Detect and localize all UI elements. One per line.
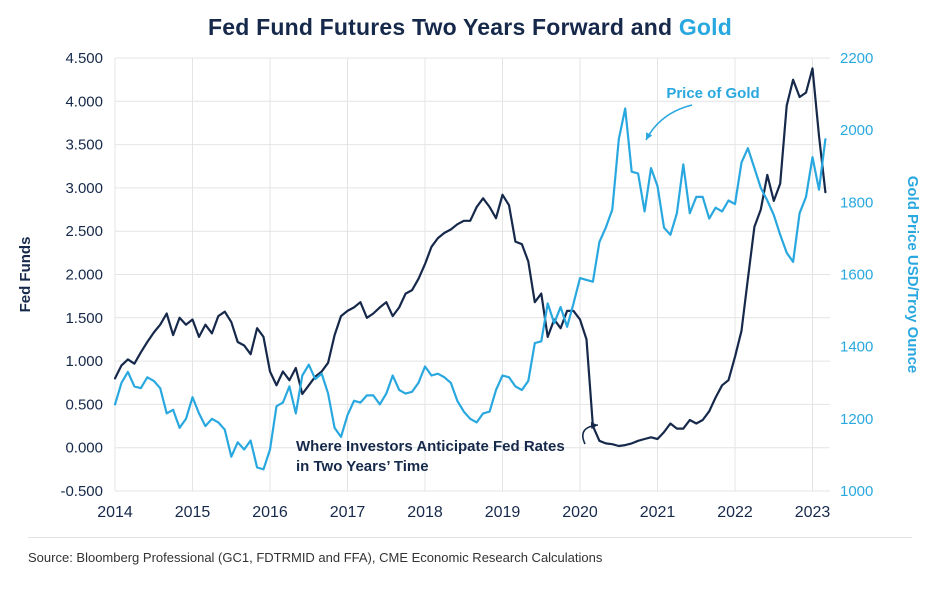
svg-text:2017: 2017 <box>330 504 366 521</box>
svg-text:1400: 1400 <box>840 339 873 356</box>
svg-text:2.000: 2.000 <box>65 267 103 284</box>
fed-annotation-label: Where Investors Anticipate Fed Rates in T… <box>296 438 565 475</box>
svg-text:2019: 2019 <box>485 504 521 521</box>
gold-annotation-label: Price of Gold <box>666 85 759 102</box>
right-axis-title: Gold Price USD/Troy Ounce <box>904 176 921 374</box>
svg-text:0.000: 0.000 <box>65 440 103 457</box>
svg-text:2000: 2000 <box>840 122 873 139</box>
svg-text:1.000: 1.000 <box>65 353 103 370</box>
gridlines <box>114 57 830 492</box>
source-note: Source: Bloomberg Professional (GC1, FDT… <box>28 537 912 565</box>
chart-title-main: Fed Fund Futures Two Years Forward and <box>207 14 679 40</box>
gold-price-line <box>113 107 827 471</box>
svg-text:1000: 1000 <box>840 483 873 500</box>
svg-text:4.500: 4.500 <box>65 50 103 67</box>
svg-text:1600: 1600 <box>840 267 873 284</box>
svg-text:2022: 2022 <box>717 504 753 521</box>
svg-text:2200: 2200 <box>840 50 873 67</box>
svg-text:Where Investors Anticipate Fed: Where Investors Anticipate Fed Rates <box>296 438 565 455</box>
fed-funds-line <box>113 67 827 448</box>
svg-text:0.500: 0.500 <box>65 396 103 413</box>
chart-page: Fed Fund Futures Two Years Forward and G… <box>0 14 940 614</box>
svg-text:2.500: 2.500 <box>65 223 103 240</box>
left-axis-title: Fed Funds <box>17 237 34 313</box>
svg-text:1200: 1200 <box>840 411 873 428</box>
chart-title-highlight: Gold <box>678 14 733 40</box>
gold-annotation-arrow <box>645 104 693 141</box>
svg-text:in Two Years’ Time: in Two Years’ Time <box>296 458 429 475</box>
fed-annotation-arrow <box>582 422 599 445</box>
chart-title: Fed Fund Futures Two Years Forward and G… <box>0 14 940 41</box>
svg-text:3.000: 3.000 <box>65 180 103 197</box>
svg-text:2015: 2015 <box>175 504 211 521</box>
svg-text:2014: 2014 <box>97 504 133 521</box>
svg-text:-0.500: -0.500 <box>60 483 103 500</box>
left-axis-ticks: 4.500 4.000 3.500 3.000 2.500 2.000 1.500 1.000… <box>60 50 103 500</box>
x-axis-ticks: 2014 2015 2016 2017 2018 2019 2020 2021 2022 2023 <box>97 504 830 521</box>
svg-text:2018: 2018 <box>407 504 443 521</box>
svg-text:2021: 2021 <box>640 504 676 521</box>
svg-text:2020: 2020 <box>562 504 598 521</box>
svg-text:2023: 2023 <box>795 504 831 521</box>
svg-text:2016: 2016 <box>252 504 288 521</box>
right-axis-ticks: 2200 2000 1800 1600 1400 1200 1000 <box>840 50 873 500</box>
dual-axis-line-chart: 4.500 4.000 3.500 3.000 2.500 2.000 1.500 1.000… <box>17 50 921 521</box>
svg-text:1.500: 1.500 <box>65 310 103 327</box>
svg-text:1800: 1800 <box>840 194 873 211</box>
svg-text:4.000: 4.000 <box>65 93 103 110</box>
svg-text:3.500: 3.500 <box>65 137 103 154</box>
